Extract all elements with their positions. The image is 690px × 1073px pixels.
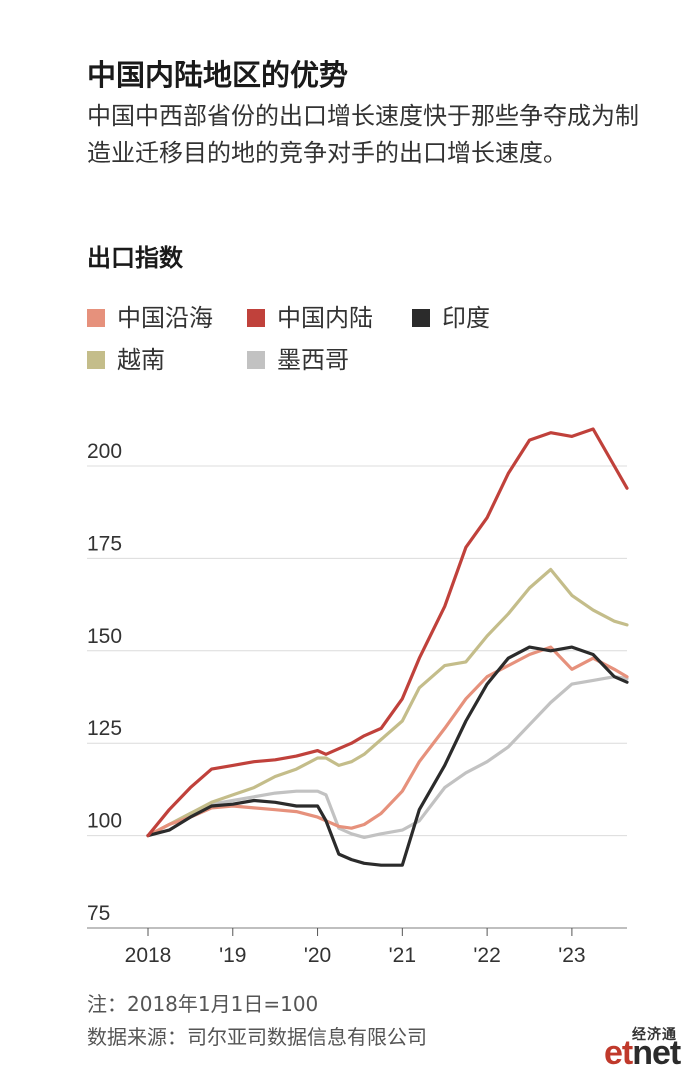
y-tick-label: 75 xyxy=(87,902,110,925)
x-tick-label: '20 xyxy=(304,944,331,967)
legend-label: 印度 xyxy=(442,304,490,332)
x-tick-label: '19 xyxy=(219,944,246,967)
x-tick-label: '21 xyxy=(389,944,416,967)
legend-swatch xyxy=(247,309,265,327)
logo-chinese-text: 经济通 xyxy=(632,1027,677,1043)
series-line-3 xyxy=(146,567,629,838)
logo-net: net xyxy=(632,1034,681,1072)
legend-label: 中国内陆 xyxy=(277,304,373,332)
logo-et: et xyxy=(604,1034,633,1072)
legend-item-mexico: 墨西哥 xyxy=(247,340,349,375)
legend-swatch xyxy=(247,351,265,369)
legend-label: 中国沿海 xyxy=(117,304,213,332)
chart-subtitle: 中国中西部省份的出口增长速度快于那些争夺成为制造业迁移目的地的竞争对手的出口增长… xyxy=(87,102,639,167)
legend-label: 墨西哥 xyxy=(277,346,349,374)
y-tick-label: 200 xyxy=(87,440,122,463)
legend-swatch xyxy=(87,309,105,327)
legend-swatch xyxy=(87,351,105,369)
series-line-2 xyxy=(146,645,629,867)
series-line-4 xyxy=(146,675,629,839)
x-tick-label: '22 xyxy=(473,944,500,967)
line-chart: 75 100 125 150 175 200 2018 '19 '20 '21 '22 '23 xyxy=(87,427,629,967)
legend-item-china-coastal: 中国沿海 xyxy=(87,298,213,333)
y-tick-label: 175 xyxy=(87,532,122,555)
legend-label: 越南 xyxy=(117,346,165,374)
legend-swatch xyxy=(412,309,430,327)
series-line-0 xyxy=(146,645,629,838)
etnet-logo: etnet xyxy=(604,1034,681,1073)
footnote: 注：2018年1月1日=100 xyxy=(87,992,319,1016)
chart-title: 中国内陆地区的优势 xyxy=(87,58,349,92)
legend-item-india: 印度 xyxy=(412,298,490,333)
y-tick-label: 150 xyxy=(87,625,122,648)
x-tick-label: '23 xyxy=(558,944,585,967)
source-note: 数据来源：司尔亚司数据信息有限公司 xyxy=(87,1025,427,1049)
series-line-1 xyxy=(146,427,629,838)
y-axis-title: 出口指数 xyxy=(87,244,183,272)
y-tick-label: 100 xyxy=(87,810,122,833)
y-tick-label: 125 xyxy=(87,717,122,740)
legend-item-china-inland: 中国内陆 xyxy=(247,298,373,333)
x-tick-label: 2018 xyxy=(125,944,172,967)
legend-item-vietnam: 越南 xyxy=(87,340,165,375)
